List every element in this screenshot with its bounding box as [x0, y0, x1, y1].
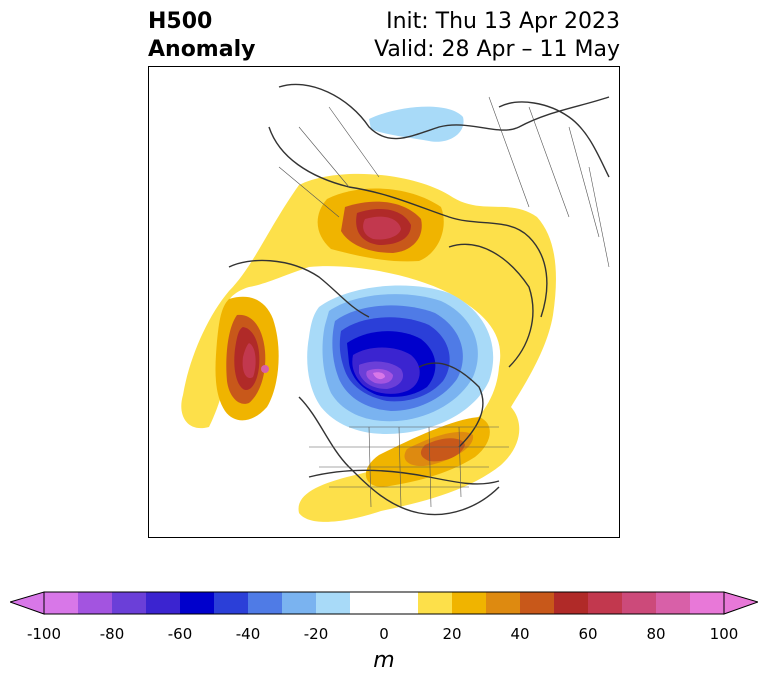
colorbar-bin [520, 592, 555, 614]
colorbar-tick-label: 60 [578, 625, 598, 643]
colorbar-bin [180, 592, 215, 614]
colorbar-bin [112, 592, 147, 614]
colorbar [10, 591, 758, 615]
colorbar-bin [622, 592, 657, 614]
colorbar-tick-label: 20 [442, 625, 462, 643]
colorbar-tick-label: -100 [26, 625, 62, 643]
colorbar-tick-label: 40 [510, 625, 530, 643]
anomaly-map [181, 83, 610, 522]
forecast-dates: Init: Thu 13 Apr 2023 Valid: 28 Apr – 11… [374, 8, 620, 64]
colorbar-extend-high [723, 591, 758, 615]
colorbar-bin [44, 592, 79, 614]
colorbar-tick-label: 100 [709, 625, 739, 643]
colorbar-bin [452, 592, 487, 614]
colorbar-tick-label: -20 [303, 625, 329, 643]
colorbar-bin [690, 592, 725, 614]
colorbar-tick-label: -40 [235, 625, 261, 643]
negative-anomaly-center [307, 285, 494, 434]
colorbar-bin [282, 592, 317, 614]
colorbar-bin [656, 592, 691, 614]
colorbar-bin [248, 592, 283, 614]
title-quantity: Anomaly [148, 37, 256, 62]
init-date: Init: Thu 13 Apr 2023 [386, 9, 620, 34]
colorbar-tick-label: -60 [167, 625, 193, 643]
colorbar-bin [554, 592, 589, 614]
colorbar-extend-low [10, 591, 45, 615]
map-panel [148, 66, 620, 538]
colorbar-outline [43, 591, 725, 615]
colorbar-unit-label: m [373, 648, 395, 673]
colorbar-bin [486, 592, 521, 614]
colorbar-bins [44, 592, 725, 614]
title-variable: H500 [148, 9, 213, 34]
coastlines [228, 83, 610, 516]
colorbar-bin [214, 592, 249, 614]
colorbar-bin [418, 592, 453, 614]
political-borders [278, 96, 610, 508]
colorbar-bin [384, 592, 419, 614]
negative-anomaly-north [369, 106, 464, 142]
colorbar-tick-label: 0 [379, 625, 389, 643]
colorbar-bin [78, 592, 113, 614]
colorbar-bin [350, 592, 385, 614]
colorbar-bin [316, 592, 351, 614]
colorbar-tick-label: -80 [99, 625, 125, 643]
map-title: H500 Anomaly [148, 8, 255, 64]
colorbar-bin [146, 592, 181, 614]
colorbar-tick-label: 80 [646, 625, 666, 643]
valid-period: Valid: 28 Apr – 11 May [374, 37, 620, 62]
colorbar-bin [588, 592, 623, 614]
